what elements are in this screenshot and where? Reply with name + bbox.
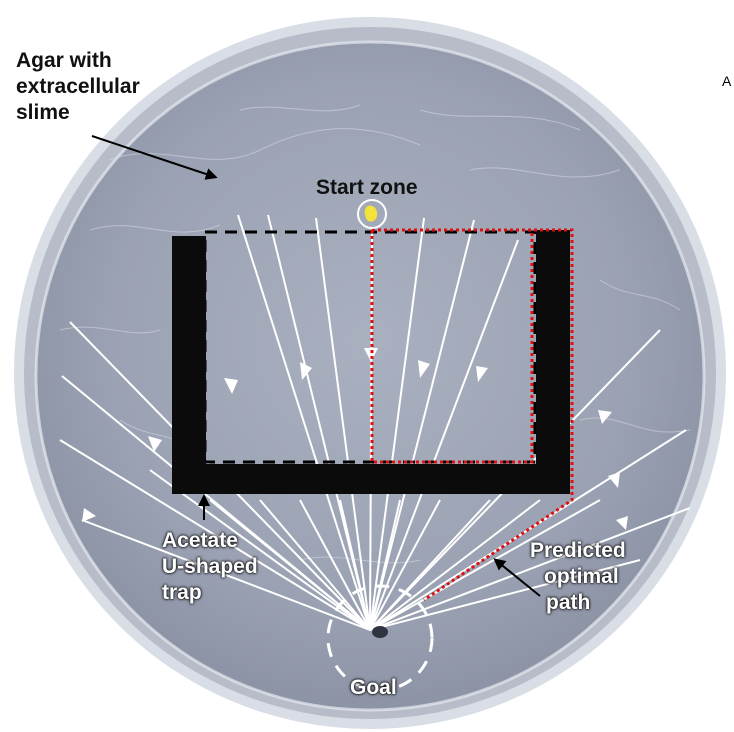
slime-texture (59, 104, 691, 564)
agar-label: Agar with extracellular slime (16, 48, 140, 126)
gradient-arrow (369, 499, 491, 631)
start-zone-label: Start zone (316, 176, 418, 199)
edge-mark: A (722, 73, 732, 89)
trap-label-line-3: trap (162, 581, 202, 604)
trap-left-arm (172, 236, 206, 494)
arrow-head (476, 366, 488, 382)
gradient-arrow (369, 559, 641, 631)
gradient-arrow (149, 469, 371, 631)
dish-agar-surface (36, 42, 704, 710)
arrow-heads (82, 348, 628, 530)
gradient-arrow (81, 519, 371, 631)
gradient-arrow (209, 499, 371, 631)
optimal-path-label: Predicted optimal path (530, 538, 626, 616)
optimal-path-inner-line (370, 230, 534, 464)
gradient-arrow (369, 499, 601, 631)
trap-label: Acetate U-shaped trap (162, 528, 258, 606)
trap-label-line-2: U-shaped (162, 555, 258, 578)
goal-well (372, 626, 388, 638)
gradient-arrow (237, 214, 371, 631)
slime-mold-blob (364, 205, 378, 222)
goal-zone-circle (326, 584, 434, 692)
trap-base (172, 464, 570, 494)
gradient-arrow (369, 499, 401, 631)
arrow-head (616, 516, 628, 530)
gradient-arrow (259, 499, 371, 631)
gradient-arrow (369, 219, 475, 631)
arrow-head (148, 436, 162, 452)
arrow-head (300, 362, 312, 380)
arrow-head (598, 410, 612, 424)
optimal-path-label-line-1: Predicted (530, 539, 626, 562)
gradient-arrow (369, 499, 541, 631)
path-pointer-arrow (493, 558, 541, 597)
arrow-head (418, 360, 430, 378)
optimal-path (370, 228, 574, 602)
gradient-arrow (267, 214, 371, 631)
arrow-head (82, 508, 96, 522)
agar-label-line-2: extracellular (16, 75, 140, 98)
arrow-head (364, 348, 378, 362)
agar-label-line-3: slime (16, 101, 70, 124)
arrow-head (608, 472, 620, 488)
trap-label-line-1: Acetate (162, 529, 238, 552)
optimal-path-line (372, 228, 574, 602)
gradient-arrow (59, 439, 371, 631)
agar-label-line-1: Agar with (16, 49, 112, 72)
optimal-path-label-line-3: path (546, 591, 591, 614)
trap-right-arm (536, 230, 570, 494)
agar-pointer-arrow (91, 135, 218, 180)
gradient-arrow (299, 499, 371, 631)
gradient-arrow (339, 499, 371, 631)
petri-dish (14, 17, 726, 729)
gradient-arrow (315, 217, 371, 631)
gradient-arrow (369, 239, 519, 631)
u-shaped-trap (172, 230, 570, 494)
optimal-path-label-line-2: optimal (544, 565, 619, 588)
gradient-arrow (369, 499, 441, 631)
start-zone-circle (357, 199, 387, 229)
gradient-arrow (369, 217, 425, 631)
arrow-head (224, 378, 238, 394)
dish-inner-ring (34, 40, 706, 712)
goal-label: Goal (350, 676, 397, 699)
